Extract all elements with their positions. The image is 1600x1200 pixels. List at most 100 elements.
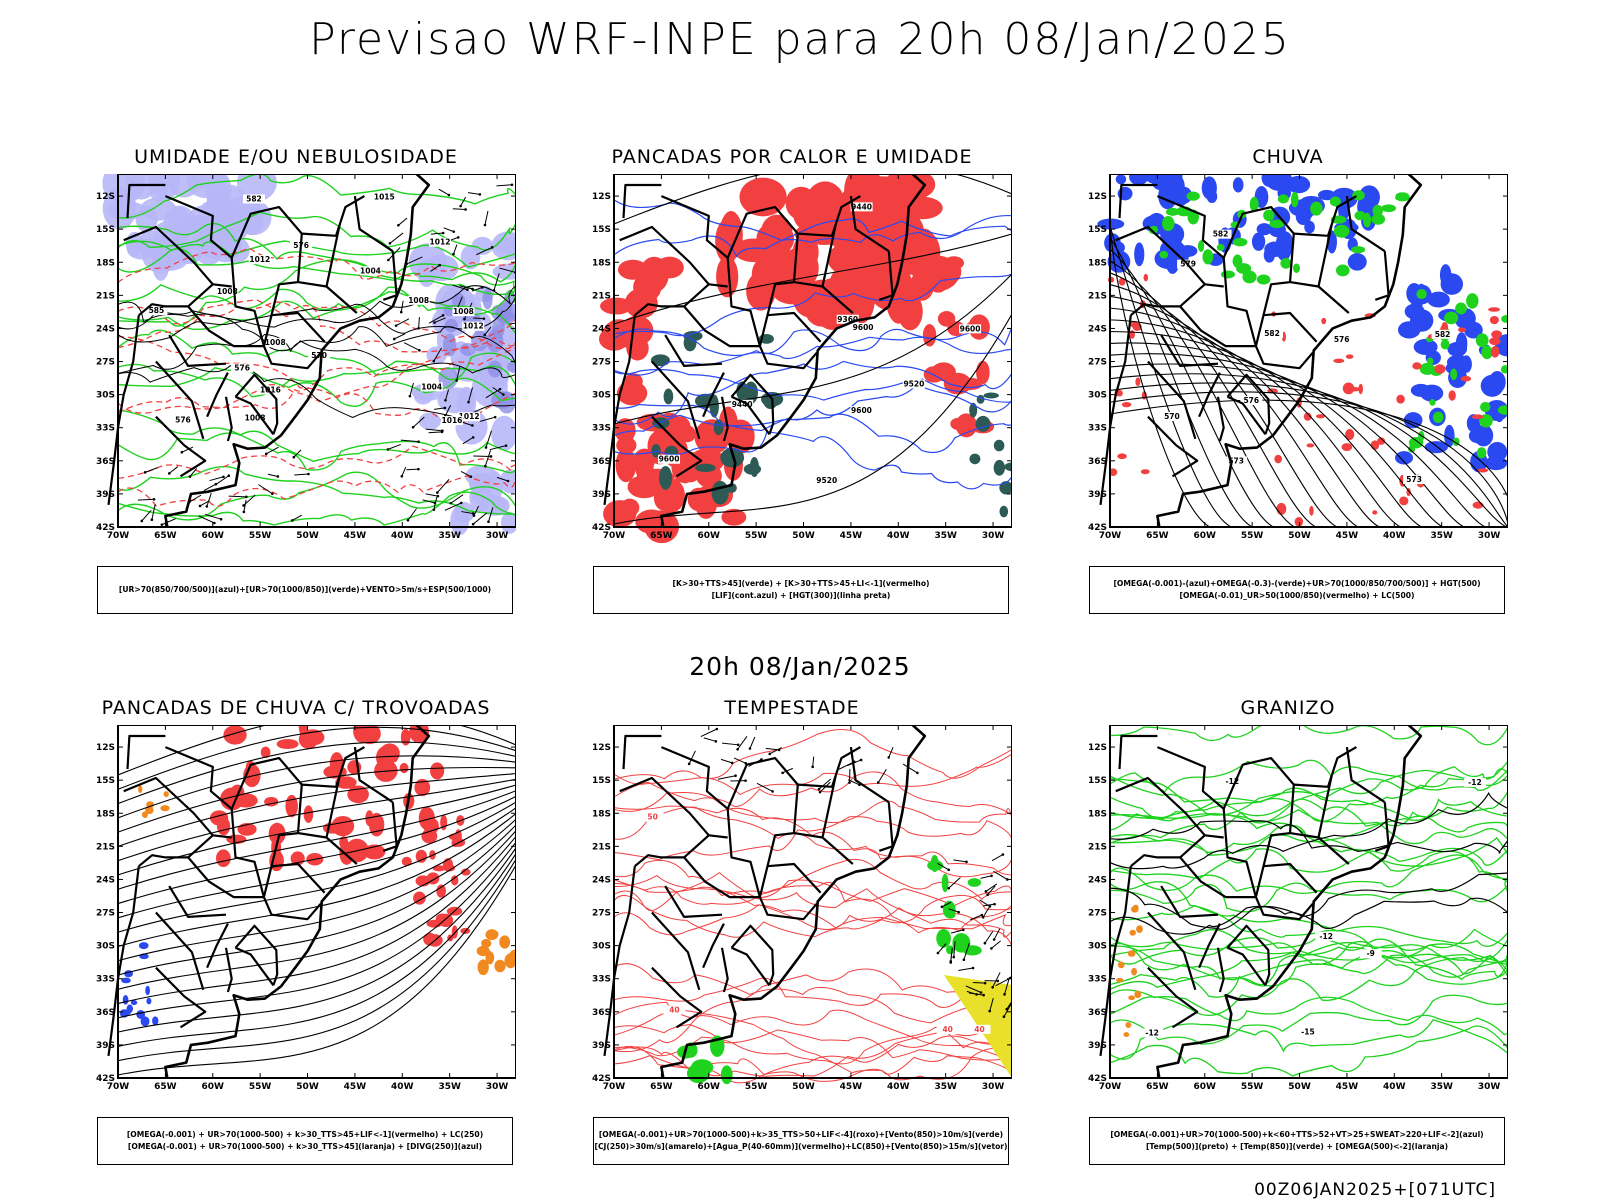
y-tick-label: 18S (96, 258, 115, 268)
border-line (1345, 746, 1386, 804)
rain-red (1358, 383, 1363, 395)
x-tick-label: 55W (249, 1082, 272, 1092)
x-tick-label: 35W (1430, 531, 1453, 541)
wind-vector (961, 928, 965, 932)
x-tick-label: 60W (1194, 531, 1217, 541)
wind-vector (987, 885, 996, 896)
storm-red (260, 746, 271, 759)
rain-blue (1295, 208, 1311, 226)
border-line (731, 946, 771, 986)
wind-vector (293, 449, 302, 458)
rain-blue (1468, 428, 1487, 444)
border-line (1130, 303, 1181, 317)
omega-orange (1128, 995, 1136, 1001)
storm-red (451, 925, 458, 939)
rain-green (1352, 190, 1365, 201)
wind-vector (394, 333, 406, 340)
instability-green (993, 439, 1005, 452)
wind-vector (902, 763, 918, 774)
wind-vector (394, 324, 398, 327)
wind-vector (484, 464, 487, 468)
panel-granizo: GRANIZO -12 -12 -12 -15 -9 -12 70W 65W 60W 55W 50W… (1068, 697, 1508, 1177)
wind-vector (947, 886, 951, 890)
wind-vector (949, 959, 953, 963)
border-line (660, 746, 729, 810)
y-tick-label: 24S (592, 324, 611, 334)
wind-vector (276, 475, 280, 478)
border-line (730, 924, 775, 986)
border-line (1254, 896, 1314, 921)
wind-vector (143, 471, 147, 474)
wind-vector (167, 472, 171, 475)
wind-vector (941, 901, 952, 908)
y-tick-label: 21S (592, 842, 611, 852)
wind-vector (417, 440, 420, 443)
contour-label-bg (1261, 329, 1284, 339)
panel-chuva: CHUVA 582 582 582 573 570 579 576 573 576 70W 65W 6… (1068, 146, 1508, 626)
storm-orange (160, 805, 170, 812)
wind-vector (401, 466, 407, 477)
border-line (224, 396, 233, 442)
streamline (117, 790, 516, 890)
instability-green (993, 459, 1005, 476)
legend-box: [OMEGA(-0.001)+UR>70(1000-500)+k>35_TTS>… (593, 1117, 1009, 1165)
contour-label-bg (452, 307, 475, 317)
rain-blue (1154, 248, 1182, 269)
humidity-area (492, 317, 505, 339)
wind-vector (481, 286, 484, 289)
red-contour (613, 963, 1012, 1024)
rain-green (1165, 207, 1180, 216)
wind-vector (242, 510, 246, 514)
wind-vector (722, 742, 739, 746)
x-tick-label: 50W (1288, 1082, 1311, 1092)
red-dashed-contour (117, 299, 516, 350)
border-line (382, 802, 398, 852)
contour-label: 9360 (837, 315, 858, 324)
rain-red (1489, 315, 1499, 325)
instability-red (841, 218, 864, 245)
wind-vector (389, 232, 404, 244)
rain-red (1121, 401, 1132, 408)
rain-green (1444, 311, 1459, 325)
legend-box: [K>30+TTS>45](verde) + [K>30+TTS>45+LI<-… (593, 566, 1009, 614)
instability-red (937, 311, 956, 327)
rain-blue (1420, 384, 1444, 402)
rain-blue (1261, 174, 1277, 187)
border-line (262, 345, 322, 370)
wind-vector (430, 264, 440, 272)
rain-green (1263, 209, 1275, 222)
instability-red (639, 256, 669, 293)
border-line (353, 746, 394, 804)
rain-green (1450, 368, 1458, 381)
rain-green (1351, 246, 1366, 254)
border-line (702, 923, 725, 969)
wind-green (945, 945, 955, 955)
wind-vector (452, 230, 456, 233)
rain-blue (1113, 241, 1125, 254)
border-line (270, 281, 358, 316)
border-line (1115, 225, 1206, 286)
rain-red (1303, 412, 1312, 421)
border-line (1147, 911, 1197, 991)
temp850-contour (1109, 768, 1508, 823)
panel-title: GRANIZO (1240, 697, 1336, 719)
rain-red (1348, 386, 1361, 392)
humidity-area (456, 386, 477, 420)
green-contour (117, 248, 516, 283)
wind-vector (449, 501, 453, 505)
pressure-contour (117, 326, 516, 374)
x-tick-label: 55W (745, 1082, 768, 1092)
wind-vector (489, 455, 493, 458)
border-line (1179, 305, 1256, 348)
rain-green (1432, 411, 1444, 423)
y-tick-label: 15S (592, 225, 611, 235)
wind-vector (748, 747, 752, 750)
wind-vector (496, 184, 513, 187)
rain-red (1489, 337, 1501, 346)
omega-orange (1117, 961, 1125, 969)
rain-green (1418, 430, 1425, 442)
wind-vector (307, 472, 310, 476)
wind-vector (877, 768, 887, 783)
contour-label-bg (641, 812, 664, 822)
y-tick-label: 36S (1088, 457, 1107, 467)
